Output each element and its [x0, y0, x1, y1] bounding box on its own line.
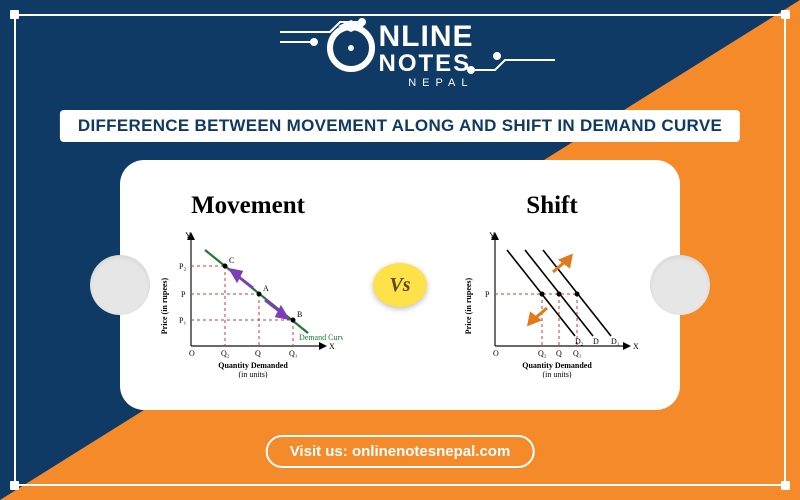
svg-text:Q: Q — [556, 349, 562, 358]
svg-text:C: C — [229, 256, 234, 265]
card-notch-right — [650, 255, 710, 315]
shift-column: Shift P Q₂ Q Q₁ O Y X D₂ D D₁ P — [452, 192, 652, 378]
corner-br — [781, 481, 790, 490]
logo-o-icon — [327, 24, 375, 72]
svg-text:Y: Y — [185, 231, 191, 240]
corner-tl — [10, 10, 19, 19]
svg-text:D₁: D₁ — [611, 337, 620, 346]
shift-title: Shift — [526, 192, 577, 220]
svg-text:Q: Q — [255, 349, 261, 358]
svg-text:Q₂: Q₂ — [538, 349, 547, 358]
svg-text:Y: Y — [489, 231, 495, 240]
movement-chart: C A B P₂ P P₁ Q₂ Q Q₁ O Y X Demand Curve… — [153, 228, 343, 378]
svg-text:Q₂: Q₂ — [221, 349, 230, 358]
logo-line2: NOTES — [379, 52, 474, 76]
logo-line1: NLINE — [379, 22, 474, 52]
comparison-card: Movement C A B P₂ P P₁ Q₂ Q Q₁ O Y X Dem — [120, 160, 680, 410]
svg-text:D: D — [593, 337, 599, 346]
svg-text:Price (in rupees): Price (in rupees) — [160, 277, 169, 334]
svg-text:Q₁: Q₁ — [573, 349, 582, 358]
svg-text:P: P — [181, 290, 186, 299]
logo-cap-icon — [336, 18, 366, 34]
svg-text:O: O — [493, 349, 499, 358]
svg-text:X: X — [633, 342, 639, 351]
svg-text:Demand Curve: Demand Curve — [299, 333, 343, 342]
shift-chart: P Q₂ Q Q₁ O Y X D₂ D D₁ Price (in rupees… — [457, 228, 647, 378]
page-title: DIFFERENCE BETWEEN MOVEMENT ALONG AND SH… — [60, 110, 740, 142]
svg-text:(in units): (in units) — [238, 370, 267, 378]
svg-text:P₁: P₁ — [179, 316, 186, 325]
corner-bl — [10, 481, 19, 490]
logo: NLINE NOTES NEPAL — [0, 22, 800, 89]
svg-text:D₂: D₂ — [575, 337, 584, 346]
movement-column: Movement C A B P₂ P P₁ Q₂ Q Q₁ O Y X Dem — [148, 192, 348, 378]
visit-label: Visit us: — [290, 443, 348, 460]
svg-text:(in units): (in units) — [542, 370, 571, 378]
visit-url: onlinenotesnepal.com — [352, 443, 510, 460]
svg-text:P₂: P₂ — [179, 262, 186, 271]
svg-text:Price (in rupees): Price (in rupees) — [464, 277, 473, 334]
card-notch-left — [90, 255, 150, 315]
svg-text:Quantity Demanded: Quantity Demanded — [218, 361, 288, 370]
visit-link[interactable]: Visit us: onlinenotesnepal.com — [266, 435, 535, 468]
svg-text:O: O — [189, 349, 195, 358]
corner-tr — [781, 10, 790, 19]
svg-text:P: P — [485, 290, 490, 299]
svg-text:A: A — [263, 284, 269, 293]
vs-badge: Vs — [373, 263, 427, 307]
movement-title: Movement — [191, 192, 305, 220]
svg-text:Q₁: Q₁ — [289, 349, 298, 358]
svg-text:Quantity Demanded: Quantity Demanded — [522, 361, 592, 370]
svg-text:X: X — [329, 342, 335, 351]
svg-text:B: B — [297, 310, 302, 319]
logo-line3: NEPAL — [379, 78, 474, 89]
